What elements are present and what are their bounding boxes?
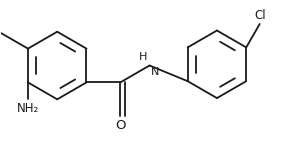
Text: O: O xyxy=(115,119,126,132)
Text: H: H xyxy=(139,52,147,62)
Text: NH₂: NH₂ xyxy=(17,102,39,115)
Text: N: N xyxy=(151,67,159,77)
Text: Cl: Cl xyxy=(254,9,266,21)
